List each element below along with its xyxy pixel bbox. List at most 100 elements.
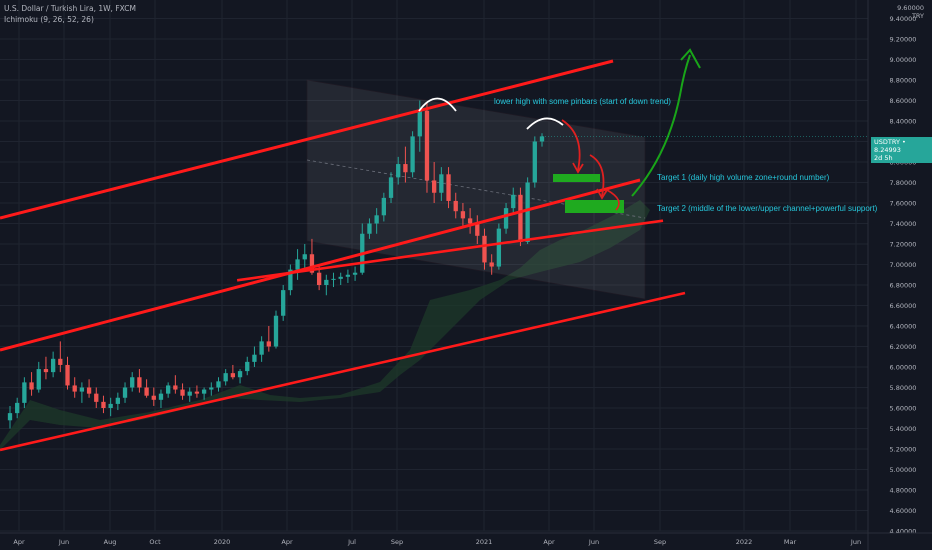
x-tick-label: Mar: [784, 538, 797, 546]
y-tick-label: 8.80000: [890, 77, 917, 85]
y-tick-label: 8.40000: [890, 118, 917, 126]
y-tick-label: 4.60000: [890, 507, 917, 515]
candle-body: [467, 218, 473, 224]
candle-body: [266, 341, 271, 347]
indicator-label[interactable]: Ichimoku (9, 26, 52, 26): [4, 15, 94, 24]
last-price-tag: USDTRY • 8.24993 2d 5h: [871, 137, 932, 163]
candle-body: [295, 259, 300, 270]
candle-body: [230, 373, 236, 378]
candle-body: [115, 397, 120, 404]
x-tick-label: Jul: [347, 538, 356, 546]
annotation-target2: Target 2 (middle of the lower/upper chan…: [657, 204, 878, 213]
upper-channel-line[interactable]: [0, 59, 614, 220]
candle-body: [388, 177, 394, 198]
candle-body: [374, 215, 379, 224]
candle-body: [151, 395, 156, 400]
symbol-title[interactable]: U.S. Dollar / Turkish Lira, 1W, FXCM: [4, 4, 136, 13]
y-tick-label: 7.00000: [890, 261, 917, 269]
candle-body: [532, 141, 537, 183]
candle-body: [396, 164, 401, 178]
red-arrow-1-head: [572, 162, 584, 174]
red-arrow-3: [606, 189, 620, 211]
red-arrow-1: [561, 119, 581, 171]
y-tick-label: 6.00000: [890, 364, 917, 372]
y-tick-label: 7.60000: [890, 200, 917, 208]
axis-currency: TRY: [911, 12, 924, 20]
y-tick-label: 5.80000: [890, 384, 917, 392]
candle-body: [324, 279, 329, 285]
candle-body: [503, 208, 509, 229]
candle-body: [7, 413, 13, 421]
candle-body: [209, 387, 214, 390]
candle-body: [381, 197, 386, 216]
axis-top-value: 9.60000: [897, 4, 924, 12]
candle-body: [223, 373, 228, 382]
candle-body: [72, 385, 77, 392]
y-tick-label: 9.00000: [890, 56, 917, 64]
candle-body: [22, 382, 27, 403]
candle-body: [137, 377, 142, 388]
candle-body: [130, 377, 135, 388]
middle-channel-line[interactable]: [0, 178, 641, 352]
x-tick-label: Apr: [13, 538, 25, 546]
y-tick-label: 4.80000: [890, 487, 917, 495]
candle-body: [352, 272, 358, 275]
candle-body: [122, 387, 128, 398]
x-tick-label: Apr: [543, 538, 555, 546]
candle-body: [194, 391, 200, 394]
y-tick-label: 5.20000: [890, 446, 917, 454]
candle-body: [237, 371, 243, 378]
candle-body: [187, 391, 192, 396]
candle-body: [446, 174, 451, 201]
y-tick-label: 7.80000: [890, 179, 917, 187]
candle-body: [216, 381, 221, 388]
y-tick-label: 7.20000: [890, 241, 917, 249]
candle-body: [525, 182, 530, 242]
candle-body: [518, 194, 523, 242]
top-arc-left: [418, 97, 457, 112]
candle-body: [144, 387, 149, 396]
red-arrow-2-head: [596, 188, 608, 200]
candle-body: [331, 278, 336, 280]
candle-body: [259, 341, 264, 355]
candle-body: [511, 194, 516, 209]
target2-box[interactable]: [565, 200, 624, 213]
candle-body: [424, 110, 430, 181]
price-tag-countdown: 2d 5h: [874, 154, 893, 162]
price-tag-value: 8.24993: [874, 146, 901, 154]
y-tick-label: 7.40000: [890, 220, 917, 228]
ichimoku-cloud: [0, 200, 650, 450]
candle-body: [460, 211, 466, 219]
candle-body: [158, 393, 164, 400]
candle-body: [43, 369, 49, 373]
candle-body: [539, 136, 545, 142]
x-tick-label: 2021: [476, 538, 493, 546]
candle-body: [86, 387, 92, 394]
candle-body: [29, 382, 34, 390]
candle-body: [345, 274, 351, 277]
green-arrow-head: [680, 48, 701, 69]
candle-body: [65, 364, 70, 386]
top-arc-right: [526, 117, 564, 130]
descending-channel-box: [306, 79, 646, 300]
y-tick-label: 9.40000: [890, 15, 917, 23]
candle-body: [15, 402, 20, 414]
candle-body: [338, 276, 343, 279]
target1-box[interactable]: [553, 174, 600, 182]
candle-body: [108, 403, 113, 408]
inner-support-line[interactable]: [236, 219, 664, 282]
candle-body: [173, 385, 178, 390]
candle-body: [273, 315, 279, 347]
candle-body: [281, 290, 286, 316]
y-tick-label: 6.60000: [890, 302, 917, 310]
candle-body: [252, 354, 257, 362]
lower-channel-line[interactable]: [0, 291, 686, 452]
y-tick-label: 5.00000: [890, 466, 917, 474]
y-tick-label: 5.40000: [890, 425, 917, 433]
candle-body: [403, 164, 408, 173]
x-tick-label: Aug: [104, 538, 117, 546]
candle-body: [302, 254, 307, 260]
candle-body: [180, 389, 185, 396]
y-tick-label: 4.40000: [890, 528, 917, 536]
